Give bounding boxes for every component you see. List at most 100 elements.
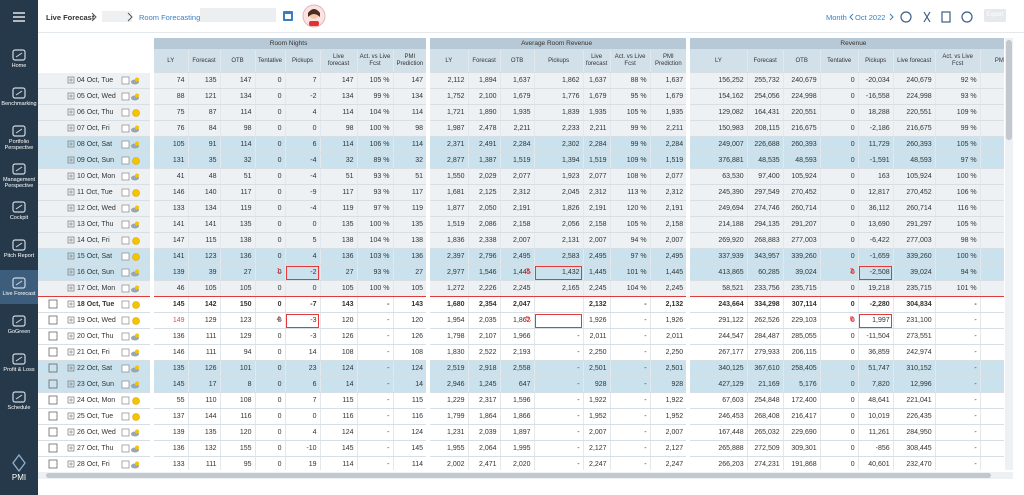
column-header[interactable]: Forecast xyxy=(188,49,221,73)
horizontal-scrollbar[interactable] xyxy=(38,472,1013,479)
nav-item[interactable]: Schedule xyxy=(0,384,38,418)
column-header[interactable]: Live forecast xyxy=(320,49,358,73)
date-label[interactable]: 26 Oct, Wed xyxy=(77,429,116,436)
column-header[interactable]: PMI xyxy=(980,49,1004,73)
row-icons[interactable] xyxy=(38,121,152,136)
nav-item[interactable]: Benchmarking xyxy=(0,80,38,114)
row-icons[interactable] xyxy=(38,313,152,328)
date-label[interactable]: 06 Oct, Thu xyxy=(77,109,114,116)
row-icons[interactable] xyxy=(38,137,152,152)
row-icons[interactable] xyxy=(38,393,152,408)
cell: 1,926 xyxy=(650,312,689,329)
column-header[interactable]: Forecast xyxy=(747,49,784,73)
row-icons[interactable] xyxy=(38,361,152,376)
column-header[interactable]: LY xyxy=(426,49,469,73)
row-icons[interactable] xyxy=(38,249,152,264)
date-label[interactable]: 25 Oct, Tue xyxy=(77,413,114,420)
date-label[interactable]: 20 Oct, Thu xyxy=(77,333,114,340)
period[interactable]: Month xyxy=(826,13,847,22)
nav-item[interactable]: GoGreen xyxy=(0,308,38,342)
column-header[interactable]: Act. vs Live Fcst xyxy=(357,49,394,73)
column-header[interactable]: Pickups xyxy=(285,49,321,73)
row-icons[interactable] xyxy=(38,457,152,470)
column-header[interactable]: Live forecast xyxy=(583,49,611,73)
date-label[interactable]: 23 Oct, Sun xyxy=(77,381,114,388)
row-icons[interactable] xyxy=(38,281,152,296)
date-label[interactable]: 22 Oct, Sat xyxy=(77,365,113,372)
column-header[interactable]: OTB xyxy=(220,49,256,73)
row-icons[interactable] xyxy=(38,409,152,424)
date-label[interactable]: 08 Oct, Sat xyxy=(77,141,113,148)
column-header[interactable]: Live forecast xyxy=(893,49,936,73)
date-label[interactable]: 28 Oct, Fri xyxy=(77,461,110,468)
date-label[interactable]: 11 Oct, Tue xyxy=(77,189,113,196)
date-label[interactable]: 17 Oct, Mon xyxy=(77,285,116,292)
column-header[interactable]: Tentative xyxy=(820,49,859,73)
row-icons[interactable] xyxy=(38,153,152,168)
avatar[interactable] xyxy=(302,3,326,29)
date-label[interactable]: 21 Oct, Fri xyxy=(77,349,110,356)
date-label[interactable]: 04 Oct, Tue xyxy=(77,76,114,84)
nav-item[interactable]: Portfolio Perspective xyxy=(0,118,38,152)
breadcrumb[interactable]: Live Forecast xyxy=(46,13,95,22)
row-icons[interactable] xyxy=(38,377,152,392)
vertical-scrollbar[interactable] xyxy=(1005,38,1013,470)
cell: - xyxy=(935,376,981,393)
row-icons[interactable] xyxy=(38,329,152,344)
date-label[interactable]: 15 Oct, Sat xyxy=(77,253,113,260)
date-label[interactable]: 12 Oct, Wed xyxy=(77,205,116,212)
nav-item[interactable]: Profit & Loss xyxy=(0,346,38,380)
date-label[interactable]: 18 Oct, Tue xyxy=(77,301,115,308)
prev[interactable] xyxy=(848,13,855,21)
export-button[interactable]: Export xyxy=(984,9,1006,22)
date-label[interactable]: 24 Oct, Mon xyxy=(77,397,116,404)
nav-item[interactable]: Home xyxy=(0,42,38,76)
date-label[interactable]: 10 Oct, Mon xyxy=(77,173,116,180)
nav-item[interactable]: Pitch Report xyxy=(0,232,38,266)
row-icons[interactable] xyxy=(38,233,152,248)
toolbar-icons[interactable] xyxy=(900,10,980,24)
row-icons[interactable] xyxy=(38,217,152,232)
row-icons[interactable] xyxy=(38,105,152,120)
row-icons[interactable] xyxy=(38,297,152,312)
column-header[interactable]: Act. vs Live Fcst xyxy=(610,49,651,73)
column-header[interactable]: Pickups xyxy=(534,49,584,73)
row-icons[interactable] xyxy=(38,425,152,440)
date-label[interactable]: 05 Oct, Wed xyxy=(77,93,116,100)
column-header[interactable]: PMI Prediction xyxy=(393,49,429,73)
cell: - xyxy=(935,328,981,345)
month[interactable]: Oct 2022 xyxy=(855,13,886,22)
column-header[interactable]: Forecast xyxy=(468,49,501,73)
row-icons[interactable] xyxy=(38,441,152,456)
menu-icon[interactable] xyxy=(0,0,38,30)
row-icons[interactable] xyxy=(38,73,152,88)
date-label[interactable]: 13 Oct, Thu xyxy=(77,221,114,228)
nav-item[interactable]: Cockpit xyxy=(0,194,38,228)
nav-item[interactable]: Management Perspective xyxy=(0,156,38,190)
next[interactable] xyxy=(888,13,895,21)
column-header[interactable]: Act. vs Live Fcst xyxy=(935,49,981,73)
page-title[interactable]: Room Forecasting xyxy=(139,13,201,22)
column-header[interactable]: LY xyxy=(150,49,189,73)
row-icons[interactable] xyxy=(38,185,152,200)
date-label[interactable]: 07 Oct, Fri xyxy=(77,125,110,132)
date-label[interactable]: 14 Oct, Fri xyxy=(77,237,110,244)
date-label[interactable]: 09 Oct, Sun xyxy=(77,157,114,164)
row-icons[interactable] xyxy=(38,89,152,104)
cell: 310 xyxy=(980,360,1004,377)
date-label[interactable]: 19 Oct, Wed xyxy=(77,317,116,324)
date-label[interactable]: 27 Oct, Thu xyxy=(77,445,114,452)
column-header[interactable]: Pickups xyxy=(858,49,894,73)
calendar-icon[interactable] xyxy=(282,10,294,22)
column-header[interactable]: Tentative xyxy=(255,49,286,73)
date-label[interactable]: 16 Oct, Sun xyxy=(77,269,114,276)
column-header[interactable]: PMI Prediction xyxy=(650,49,689,73)
row-icons[interactable] xyxy=(38,265,152,280)
column-header[interactable]: OTB xyxy=(500,49,535,73)
row-icons[interactable] xyxy=(38,169,152,184)
column-header[interactable]: OTB xyxy=(783,49,821,73)
row-icons[interactable] xyxy=(38,345,152,360)
column-header[interactable]: LY xyxy=(686,49,748,73)
nav-item[interactable]: Live Forecast xyxy=(0,270,38,304)
row-icons[interactable] xyxy=(38,201,152,216)
